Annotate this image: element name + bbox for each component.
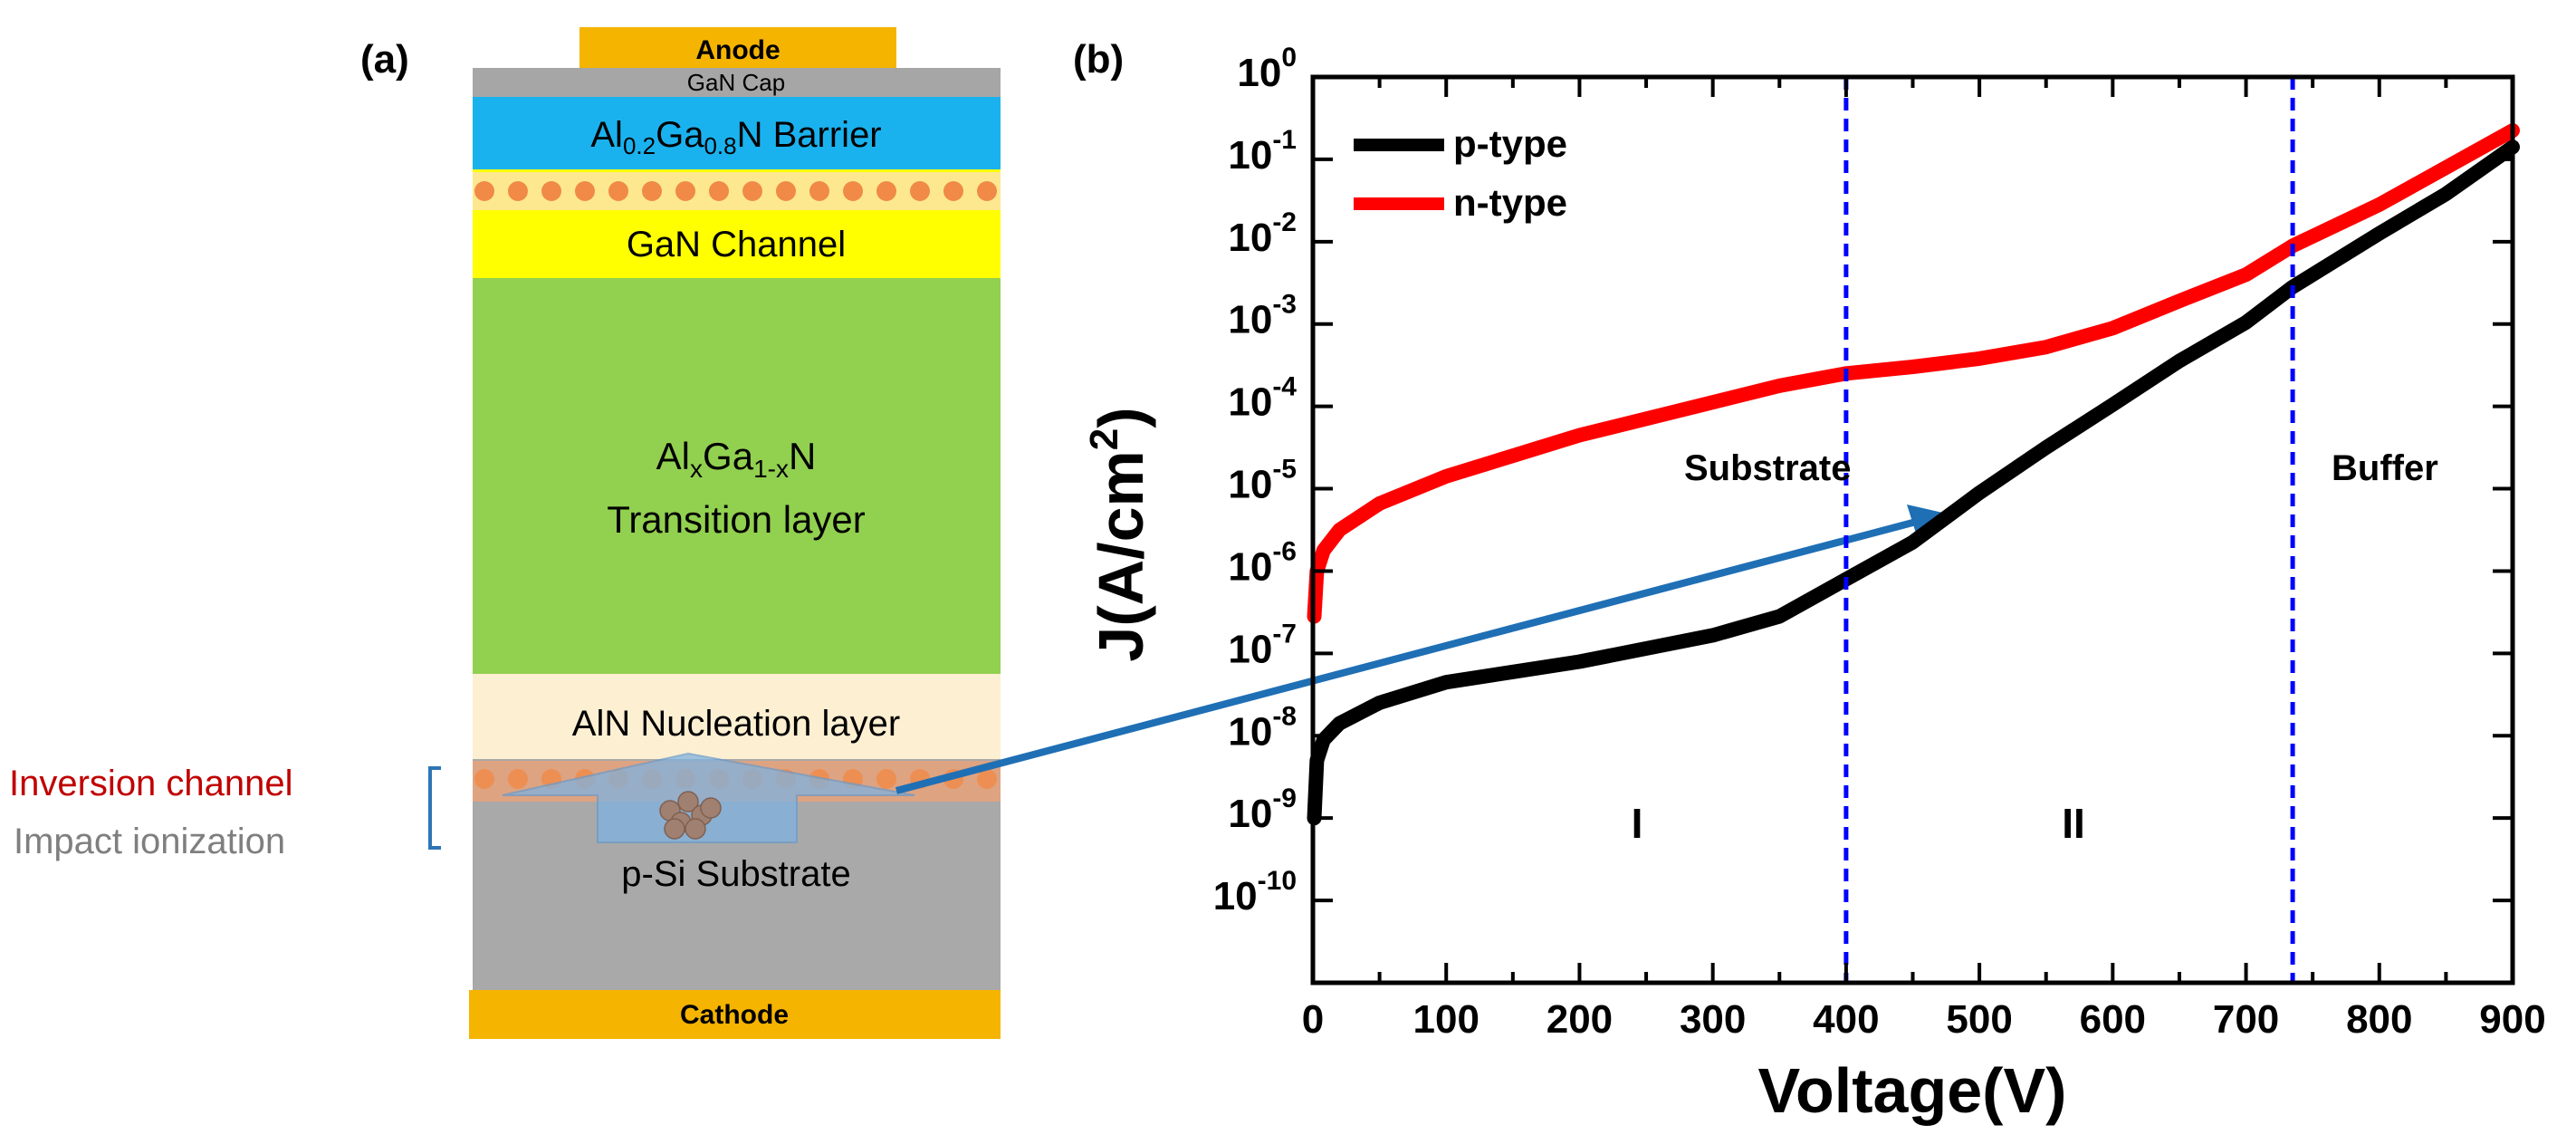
electron-dot bbox=[709, 181, 729, 201]
electron-dot bbox=[675, 181, 695, 201]
plot-series bbox=[1307, 123, 2520, 826]
series-line-n-type bbox=[1307, 123, 2520, 624]
cathode-label: Cathode bbox=[680, 1000, 789, 1030]
legend: p-type n-type bbox=[1354, 122, 1567, 224]
2deg-electrons bbox=[474, 181, 997, 201]
x-axis-title: Voltage(V) bbox=[1758, 1055, 2067, 1126]
transition-label-line2: Transition layer bbox=[607, 498, 866, 541]
inversion-dot bbox=[474, 769, 494, 789]
x-tick-labels: 0 100 200 300 400 500 600 700 800 900 bbox=[1302, 997, 2546, 1042]
impact-ionization-label: Impact ionization bbox=[14, 822, 285, 861]
y-tick-label: 10-6 bbox=[1228, 536, 1297, 589]
y-tick-label: 10-3 bbox=[1228, 290, 1297, 342]
electron-dot bbox=[642, 181, 662, 201]
legend-label-n-type: n-type bbox=[1453, 181, 1567, 224]
y-tick-label: 10-1 bbox=[1228, 125, 1297, 178]
cathode-contact bbox=[469, 990, 1001, 1039]
electron-dot bbox=[742, 181, 762, 201]
panel-a: (a) Anode GaN Cap Al0.2Ga0.8N Barrier Ga… bbox=[9, 27, 1947, 1039]
y-tick-label: 100 bbox=[1237, 43, 1297, 95]
anode-contact bbox=[579, 27, 896, 68]
electron-dot bbox=[575, 181, 595, 201]
barrier-label: Al0.2Ga0.8N Barrier bbox=[590, 115, 881, 159]
electron-dot bbox=[943, 181, 963, 201]
electron-dot bbox=[910, 181, 930, 201]
anode-label: Anode bbox=[695, 35, 780, 65]
ion-particle bbox=[700, 797, 722, 819]
substrate-label: p-Si Substrate bbox=[621, 854, 850, 894]
transition-label-line1: AlxGa1-xN bbox=[656, 435, 817, 483]
x-tick-label: 800 bbox=[2346, 997, 2412, 1042]
electron-dot bbox=[608, 181, 628, 201]
y-tick-label: 10-5 bbox=[1228, 455, 1297, 507]
x-tick-label: 100 bbox=[1413, 997, 1480, 1042]
electron-dot bbox=[776, 181, 796, 201]
plot-vlines bbox=[1843, 77, 2295, 983]
ion-particle bbox=[664, 818, 685, 840]
region-ii-label: II bbox=[2062, 800, 2085, 847]
panel-a-label: (a) bbox=[360, 37, 409, 82]
x-tick-label: 400 bbox=[1813, 997, 1879, 1042]
electron-dot bbox=[508, 181, 528, 201]
electron-dot bbox=[474, 181, 494, 201]
electron-dot bbox=[809, 181, 829, 201]
gan-cap-label: GaN Cap bbox=[687, 69, 785, 96]
annotation-substrate: Substrate bbox=[1684, 448, 1852, 488]
x-tick-label: 200 bbox=[1547, 997, 1613, 1042]
electron-dot bbox=[876, 181, 896, 201]
inversion-dot bbox=[876, 769, 896, 789]
y-tick-label: 10-10 bbox=[1213, 866, 1297, 918]
nucleation-label: AlN Nucleation layer bbox=[572, 704, 900, 744]
electron-dot bbox=[541, 181, 561, 201]
axis-ticks bbox=[1311, 75, 2514, 985]
y-tick-label: 10-2 bbox=[1228, 207, 1297, 260]
ionization-particles bbox=[659, 791, 722, 840]
x-tick-label: 500 bbox=[1946, 997, 2012, 1042]
region-i-label: I bbox=[1632, 800, 1643, 847]
inversion-dot bbox=[977, 769, 997, 789]
annotation-buffer: Buffer bbox=[2332, 448, 2438, 488]
y-axis-title: J(A/cm2) bbox=[1082, 407, 1156, 661]
gan-cap-layer bbox=[473, 68, 1001, 97]
ion-particle bbox=[677, 791, 699, 812]
x-tick-label: 300 bbox=[1680, 997, 1746, 1042]
x-tick-label: 600 bbox=[2080, 997, 2146, 1042]
y-tick-labels: 100 10-1 10-2 10-3 10-4 10-5 10-6 10-7 10-8 10-9 1… bbox=[1213, 43, 1298, 918]
nucleation-layer bbox=[473, 674, 1001, 759]
series-line-p-type bbox=[1307, 139, 2520, 826]
x-tick-label: 0 bbox=[1302, 997, 1324, 1042]
x-tick-label: 900 bbox=[2479, 997, 2545, 1042]
inversion-dot bbox=[508, 769, 528, 789]
y-tick-label: 10-7 bbox=[1228, 619, 1297, 671]
panel-b-label: (b) bbox=[1073, 37, 1124, 82]
legend-label-p-type: p-type bbox=[1453, 122, 1567, 165]
electron-dot bbox=[977, 181, 997, 201]
channel-label: GaN Channel bbox=[627, 225, 846, 264]
panel-b: (b) 0 100 200 300 400 500 600 700 800 900 100 10-1… bbox=[1073, 37, 2546, 1126]
inversion-channel-label: Inversion channel bbox=[9, 764, 293, 803]
link-arrow bbox=[895, 517, 1921, 794]
y-tick-label: 10-4 bbox=[1228, 372, 1297, 425]
transition-layer bbox=[473, 278, 1001, 674]
y-tick-label: 10-9 bbox=[1228, 783, 1297, 836]
y-tick-label: 10-8 bbox=[1228, 701, 1297, 754]
ion-particle bbox=[685, 818, 706, 840]
annotation-bracket bbox=[428, 766, 441, 850]
barrier-layer bbox=[473, 97, 1001, 169]
electron-dot bbox=[843, 181, 863, 201]
x-tick-label: 700 bbox=[2213, 997, 2279, 1042]
